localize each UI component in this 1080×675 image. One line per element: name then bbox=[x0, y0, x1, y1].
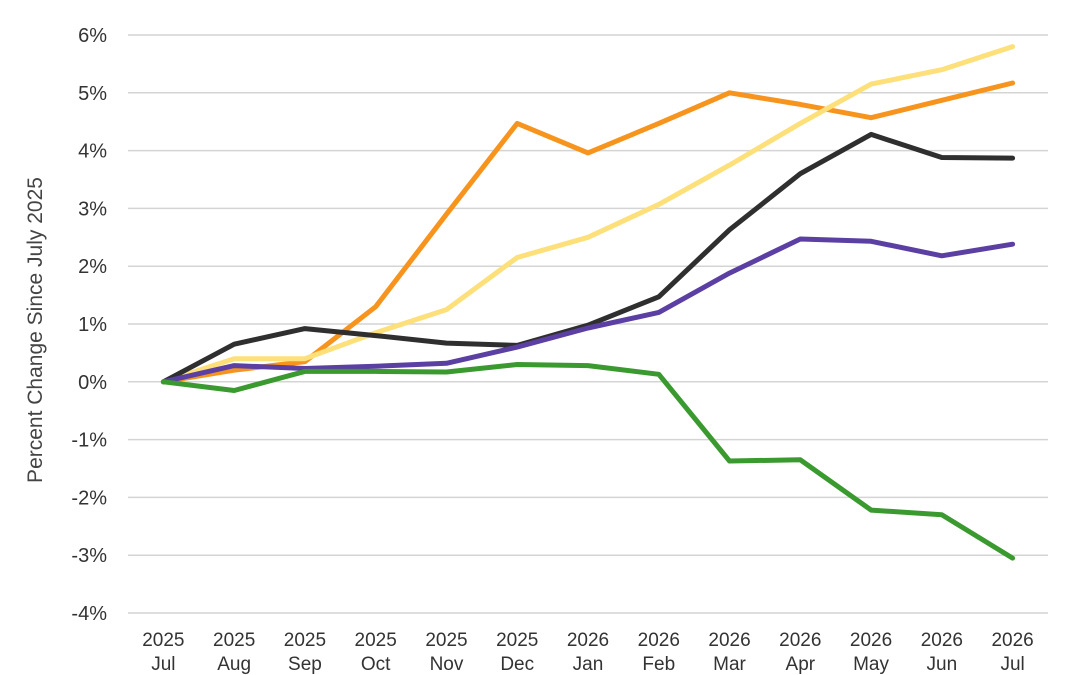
series-line-5 bbox=[160, 362, 1016, 561]
x-tick-month: Aug bbox=[217, 654, 251, 675]
y-tick-label: 2% bbox=[78, 256, 107, 278]
y-tick-label: -1% bbox=[71, 430, 107, 452]
y-tick-label: 4% bbox=[78, 141, 107, 163]
x-tick-month: Jul bbox=[1000, 654, 1024, 675]
y-tick-label: -2% bbox=[71, 487, 107, 509]
x-tick-year: 2025 bbox=[284, 630, 326, 651]
series-line-3 bbox=[160, 131, 1016, 385]
y-tick-label: 0% bbox=[78, 372, 107, 394]
y-tick-label: 3% bbox=[78, 198, 107, 220]
x-tick-month: Oct bbox=[361, 654, 391, 675]
x-tick-year: 2026 bbox=[638, 630, 680, 651]
x-tick-month: Jun bbox=[927, 654, 958, 675]
x-tick-month: Jul bbox=[151, 654, 175, 675]
x-tick-month: Dec bbox=[500, 654, 534, 675]
x-tick-month: May bbox=[853, 654, 889, 675]
y-tick-label: 1% bbox=[78, 314, 107, 336]
series-line-4 bbox=[160, 236, 1016, 385]
x-tick-year: 2026 bbox=[850, 630, 892, 651]
y-axis-ticks: 6% 5% 4% 3% 2% 1% 0% -1% -2% -3% -4% bbox=[71, 25, 107, 625]
x-tick-year: 2026 bbox=[567, 630, 609, 651]
y-axis-label: Percent Change Since July 2025 bbox=[24, 177, 47, 483]
x-tick-month: Jan bbox=[573, 654, 604, 675]
series-line-1 bbox=[160, 80, 1016, 385]
x-tick-year: 2026 bbox=[921, 630, 963, 651]
x-tick-year: 2025 bbox=[355, 630, 397, 651]
y-tick-label: -4% bbox=[71, 603, 107, 625]
x-tick-month: Apr bbox=[786, 654, 816, 675]
x-tick-year: 2026 bbox=[991, 630, 1033, 651]
x-axis-ticks: 2025 Jul 2025 Aug 2025 Sep 2025 Oct 2025 Nov 2025 D… bbox=[142, 630, 1034, 675]
x-tick-year: 2026 bbox=[779, 630, 821, 651]
x-tick-year: 2026 bbox=[708, 630, 750, 651]
x-tick-year: 2025 bbox=[425, 630, 467, 651]
series-lines bbox=[160, 44, 1016, 561]
series-line-2 bbox=[160, 44, 1016, 385]
x-tick-year: 2025 bbox=[496, 630, 538, 651]
y-tick-label: 6% bbox=[78, 25, 107, 47]
y-tick-label: 5% bbox=[78, 83, 107, 105]
y-tick-label: -3% bbox=[71, 545, 107, 567]
x-tick-year: 2025 bbox=[142, 630, 184, 651]
x-tick-month: Nov bbox=[430, 654, 464, 675]
x-tick-month: Feb bbox=[642, 654, 675, 675]
x-tick-month: Mar bbox=[713, 654, 746, 675]
x-tick-month: Sep bbox=[288, 654, 322, 675]
x-tick-year: 2025 bbox=[213, 630, 255, 651]
